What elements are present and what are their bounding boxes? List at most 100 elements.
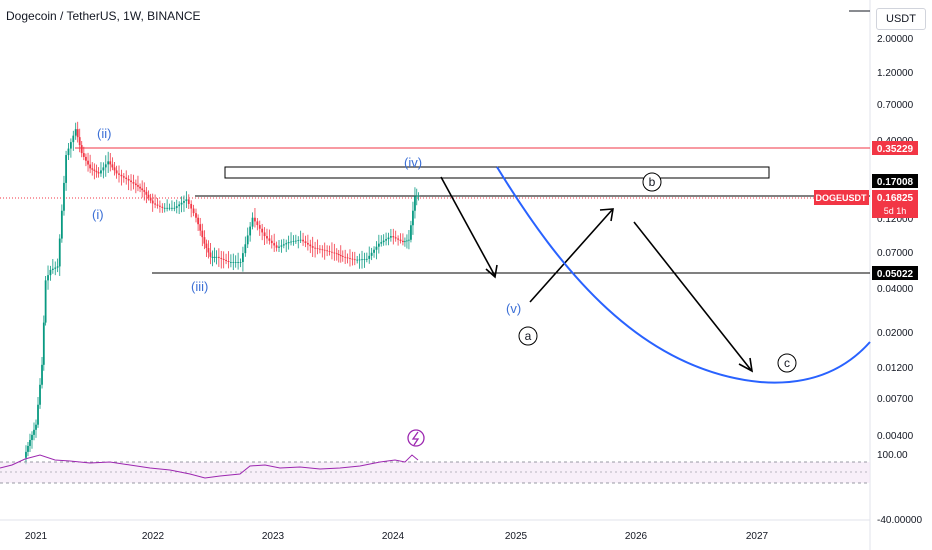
candle-body: [268, 238, 271, 241]
candle-body: [151, 200, 154, 204]
candle-body: [139, 186, 141, 189]
candle-body: [363, 259, 366, 260]
candle-body: [234, 262, 237, 263]
candle-body: [358, 259, 361, 261]
arrow-head-3: [738, 357, 754, 373]
time-tick: 2022: [142, 531, 165, 542]
candle-body: [311, 246, 314, 248]
candle-body: [80, 145, 83, 154]
candle-body: [33, 429, 35, 435]
candle-body: [232, 262, 235, 263]
candle-body: [244, 244, 247, 254]
candle-body: [263, 232, 266, 237]
candle-body: [321, 249, 324, 251]
time-tick: 2023: [262, 531, 285, 542]
candle-body: [394, 237, 397, 239]
candle-body: [85, 156, 87, 161]
arrow-head-1: [485, 264, 498, 279]
candle-body: [319, 248, 321, 250]
candle-body: [341, 255, 344, 257]
wave-label-iv: (iv): [404, 155, 422, 170]
candle-body: [387, 237, 390, 240]
time-tick: 2027: [746, 531, 769, 542]
candle-body: [402, 240, 404, 243]
candle-body: [302, 239, 304, 242]
candle-body: [339, 254, 342, 256]
candle-body: [161, 206, 164, 208]
candle-body: [195, 213, 197, 218]
symbol-tag: DOGEUSDT: [814, 190, 869, 205]
candle-body: [207, 248, 210, 253]
candle-body: [183, 201, 185, 203]
candle-body: [190, 203, 193, 209]
projection-curve[interactable]: [496, 166, 871, 384]
countdown-tag-text: 5d 1h: [884, 206, 907, 216]
candle-body: [180, 202, 183, 205]
candle-body: [91, 168, 94, 170]
candle-body: [109, 161, 112, 165]
candle-body: [47, 275, 49, 281]
candle-body: [309, 244, 312, 247]
candle-body: [197, 217, 200, 225]
time-tick: 2021: [25, 531, 48, 542]
wave-label-v: (v): [506, 301, 521, 316]
time-tick: 2026: [625, 531, 648, 542]
candle-body: [278, 246, 280, 248]
price-tick: 0.01200: [877, 363, 914, 374]
candle-body: [171, 207, 173, 209]
arrow-up[interactable]: [529, 209, 613, 303]
candle-body: [205, 243, 208, 249]
candle-body: [31, 434, 33, 440]
candle-body: [273, 243, 276, 246]
candle-body: [175, 206, 178, 208]
rsi-line: [0, 454, 419, 479]
candle-body: [54, 267, 57, 269]
candle-body: [118, 173, 120, 175]
candle-body: [285, 243, 288, 245]
currency-button[interactable]: USDT: [876, 8, 926, 30]
arrow-down-2[interactable]: [633, 221, 752, 371]
rsi-band: [0, 462, 870, 483]
candles: [25, 121, 420, 465]
candle-body: [192, 208, 195, 214]
candle-body: [168, 207, 171, 209]
candle-body: [266, 236, 268, 239]
last-price-tag: 0.16825 5d 1h: [872, 190, 918, 218]
candle-body: [107, 161, 110, 165]
candle-body: [65, 155, 67, 183]
support-tag-text: 0.05022: [877, 269, 914, 280]
rsi-tick: -40.00000: [877, 515, 922, 526]
time-ticks: 2021 2022 2023 2024 2025 2026 2027: [25, 531, 769, 542]
candle-body: [87, 160, 89, 165]
candle-body: [220, 257, 223, 259]
candle-body: [377, 243, 380, 247]
candle-body: [154, 203, 156, 205]
candle-body: [349, 258, 351, 259]
candle-body: [399, 239, 402, 241]
candle-body: [69, 142, 72, 149]
arrow-down-1[interactable]: [440, 176, 496, 277]
price-tick: 0.70000: [877, 100, 914, 111]
candle-body: [222, 258, 225, 260]
candle-body: [397, 238, 400, 240]
price-tick: 2.00000: [877, 34, 914, 45]
flash-icon[interactable]: [407, 429, 425, 447]
candle-body: [89, 164, 92, 169]
candle-body: [414, 196, 416, 211]
box-level-tag: 0.17008: [872, 174, 918, 188]
candle-body: [256, 221, 259, 226]
candle-body: [373, 249, 375, 253]
candle-body: [56, 266, 59, 268]
price-tick: 1.20000: [877, 68, 914, 79]
candle-body: [314, 247, 316, 249]
candle-body: [44, 280, 47, 323]
projection-arrows[interactable]: [440, 176, 754, 373]
candle-body: [122, 176, 125, 178]
correction-label-b-text: b: [649, 175, 656, 189]
candle-body: [35, 424, 37, 430]
candle-body: [380, 242, 383, 244]
candle-body: [178, 204, 181, 207]
candle-body: [306, 242, 309, 245]
